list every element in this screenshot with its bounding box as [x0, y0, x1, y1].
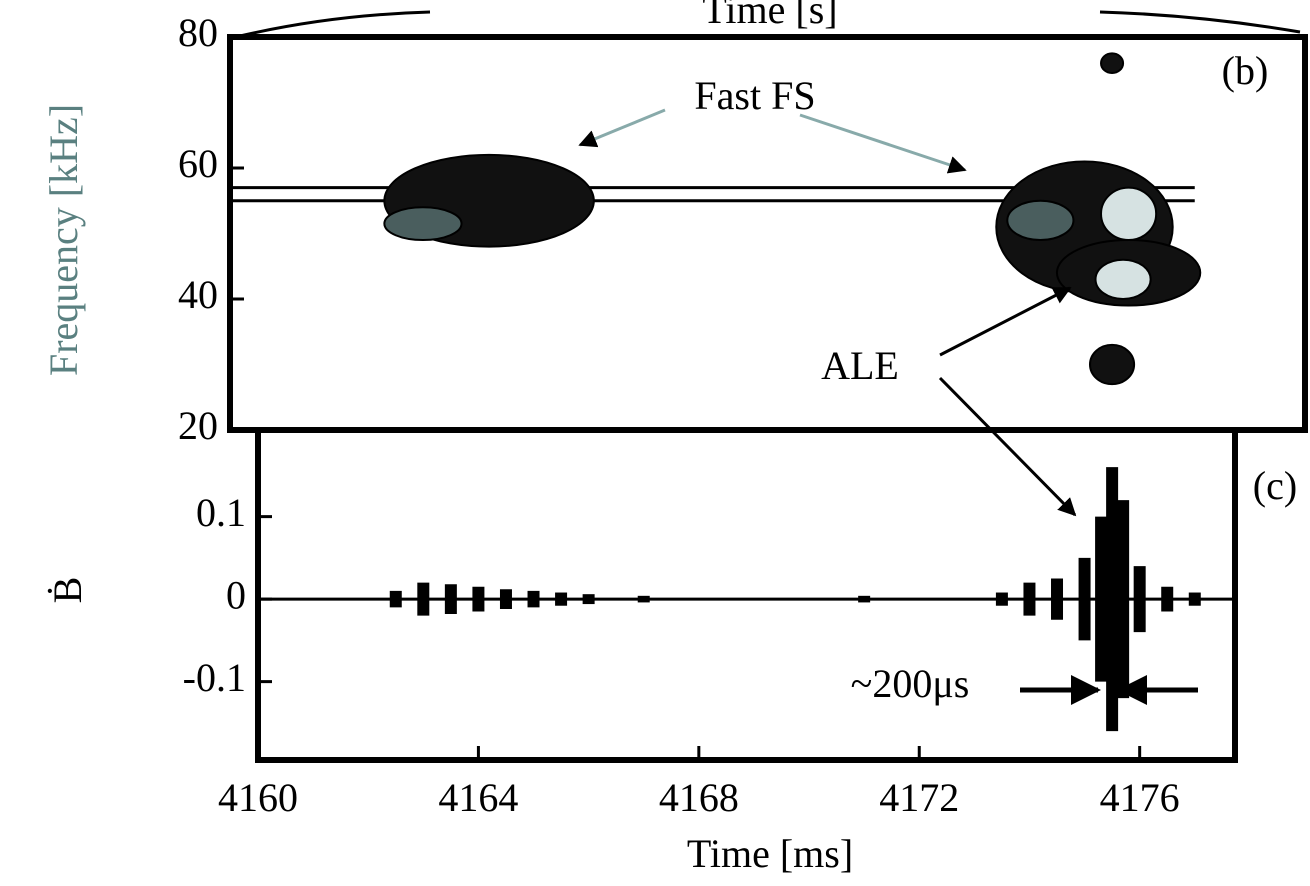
cut-curve	[239, 10, 1301, 38]
x-tick-label: 4176	[1100, 775, 1180, 820]
arrow	[799, 113, 967, 174]
x-axis-title: Time [ms]	[687, 831, 853, 876]
annotation: ~200μs	[851, 661, 970, 706]
y-tick-label: 20	[178, 403, 218, 448]
y-tick-label: 40	[178, 272, 218, 317]
contour-blob	[1094, 258, 1152, 301]
panel-label: (c)	[1253, 463, 1297, 508]
y-tick-label: -0.1	[183, 655, 246, 700]
y-tick-label: 80	[178, 10, 218, 55]
top-axis-title: Time [s]	[702, 0, 837, 32]
contour-blob	[1100, 52, 1125, 75]
x-tick-label: 4164	[438, 775, 518, 820]
contour-blob	[1100, 186, 1158, 242]
plot-area: 20 40 60 80 -0.1 0 0.1 4160 4164 4168 4172 4176	[178, 10, 1308, 820]
annotation: Fast FS	[694, 73, 815, 118]
contour-blob	[383, 206, 463, 242]
x-tick-label: 4172	[879, 775, 959, 820]
x-tick-label: 4160	[218, 775, 298, 820]
frame	[255, 427, 1238, 763]
annotation: ALE	[821, 343, 899, 388]
y-tick-label: 60	[178, 141, 218, 186]
arrows	[578, 108, 1198, 705]
y-tick-label: 0	[226, 572, 246, 617]
contour-blob	[1089, 343, 1136, 386]
arrow	[938, 376, 1077, 517]
arrow	[939, 286, 1072, 357]
y-tick-label: 0.1	[196, 490, 246, 535]
y-axis-title: Ḃ	[45, 577, 90, 604]
panel-label: (b)	[1222, 48, 1269, 93]
arrow	[578, 108, 666, 148]
contour-blob	[1006, 199, 1075, 242]
y-axis-title: Frequency [kHz]	[41, 104, 86, 376]
x-tick-label: 4168	[659, 775, 739, 820]
